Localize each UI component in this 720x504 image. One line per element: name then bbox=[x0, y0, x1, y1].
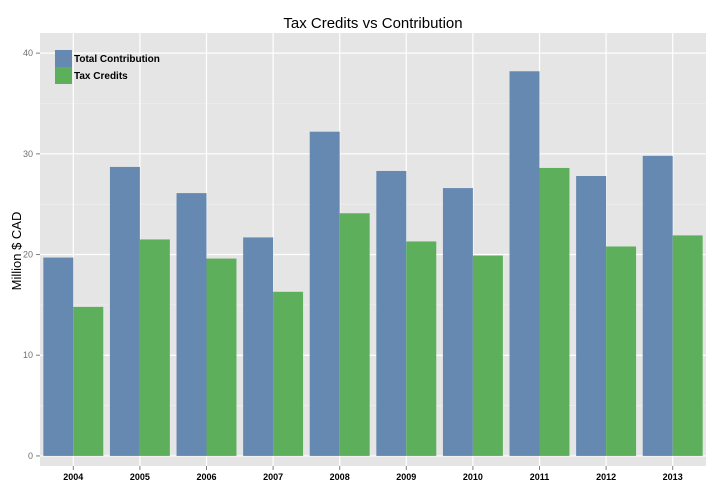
y-tick-label: 20 bbox=[23, 250, 33, 260]
bar-total-contribution-2004 bbox=[43, 257, 74, 456]
x-tick-label: 2008 bbox=[330, 472, 350, 482]
legend: Total Contribution Tax Credits bbox=[55, 50, 160, 84]
bar-total-contribution-2006 bbox=[176, 193, 207, 456]
x-axis: 2004 2005 2006 2007 2008 2009 2010 2011 2012 2013 bbox=[63, 466, 683, 482]
legend-swatch bbox=[55, 50, 72, 67]
bar-layer bbox=[43, 71, 703, 456]
x-tick-label: 2012 bbox=[596, 472, 616, 482]
bar-total-contribution-2005 bbox=[109, 166, 140, 456]
bar-tax-credits-2011 bbox=[539, 167, 570, 456]
y-axis-label: Million $ CAD bbox=[9, 212, 24, 291]
legend-label: Tax Credits bbox=[74, 71, 128, 82]
x-tick-label: 2007 bbox=[263, 472, 283, 482]
bar-tax-credits-2012 bbox=[606, 246, 637, 456]
bar-total-contribution-2009 bbox=[376, 170, 407, 456]
legend-label: Total Contribution bbox=[74, 54, 160, 65]
bar-total-contribution-2008 bbox=[309, 131, 340, 456]
x-tick-label: 2006 bbox=[196, 472, 216, 482]
chart-title: Tax Credits vs Contribution bbox=[283, 15, 462, 32]
bar-tax-credits-2004 bbox=[73, 306, 104, 456]
x-tick-label: 2004 bbox=[63, 472, 83, 482]
bar-total-contribution-2011 bbox=[509, 71, 540, 456]
bar-total-contribution-2012 bbox=[576, 175, 607, 456]
y-tick-label: 40 bbox=[23, 48, 33, 58]
y-tick-label: 0 bbox=[28, 451, 33, 461]
x-tick-label: 2009 bbox=[396, 472, 416, 482]
bar-tax-credits-2010 bbox=[472, 255, 503, 456]
bar-tax-credits-2009 bbox=[406, 241, 437, 456]
bar-tax-credits-2008 bbox=[339, 213, 370, 456]
bar-tax-credits-2006 bbox=[206, 258, 237, 456]
x-tick-label: 2013 bbox=[663, 472, 683, 482]
x-tick-label: 2010 bbox=[463, 472, 483, 482]
bar-tax-credits-2007 bbox=[273, 291, 304, 456]
bar-tax-credits-2005 bbox=[139, 239, 170, 456]
bar-tax-credits-2013 bbox=[672, 235, 703, 456]
bar-total-contribution-2013 bbox=[642, 155, 673, 456]
x-tick-label: 2011 bbox=[530, 472, 550, 482]
legend-swatch bbox=[55, 67, 72, 84]
y-tick-label: 10 bbox=[23, 350, 33, 360]
y-axis: 0 10 20 30 40 bbox=[23, 48, 40, 461]
bar-total-contribution-2010 bbox=[442, 188, 473, 456]
bar-total-contribution-2007 bbox=[243, 237, 274, 456]
y-tick-label: 30 bbox=[23, 149, 33, 159]
x-tick-label: 2005 bbox=[130, 472, 150, 482]
